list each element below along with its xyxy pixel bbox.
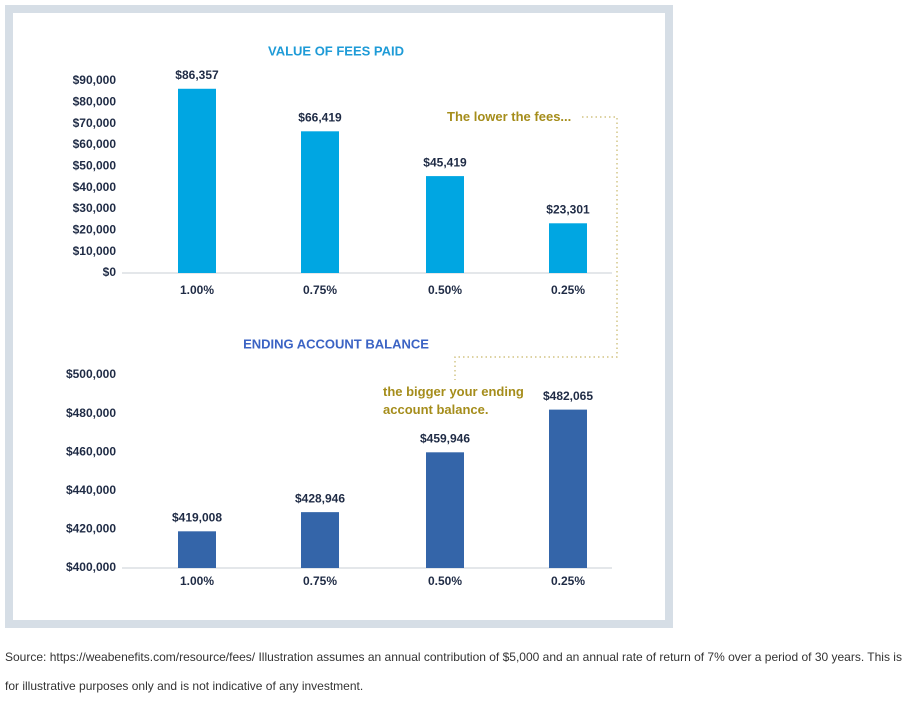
annotation: The lower the fees... [447, 109, 572, 124]
bar [178, 88, 216, 274]
bar [178, 531, 216, 568]
value-label: $482,065 [543, 389, 593, 403]
y-tick-label: $50,000 [73, 159, 117, 173]
value-label: $428,946 [295, 491, 345, 505]
x-tick-label: 1.00% [180, 574, 214, 588]
connector [454, 116, 618, 380]
bar [301, 512, 339, 568]
value-label: $66,419 [298, 110, 342, 124]
bar [301, 131, 339, 273]
y-tick-label: $80,000 [73, 95, 117, 109]
y-tick-label: $400,000 [66, 560, 116, 574]
y-tick-label: $440,000 [66, 483, 116, 497]
bar [426, 452, 464, 568]
value-label: $419,008 [172, 510, 222, 524]
y-tick-label: $40,000 [73, 180, 117, 194]
y-tick-label: $70,000 [73, 116, 117, 130]
chart-title: VALUE OF FEES PAID [268, 43, 404, 58]
x-tick-label: 1.00% [180, 283, 214, 297]
y-tick-label: $480,000 [66, 406, 116, 420]
value-label: $23,301 [546, 202, 590, 216]
y-tick-label: $30,000 [73, 201, 117, 215]
bar [549, 409, 587, 568]
y-tick-label: $500,000 [66, 367, 116, 381]
x-tick-label: 0.75% [303, 283, 337, 297]
chart-title: ENDING ACCOUNT BALANCE [243, 336, 429, 351]
chart: VALUE OF FEES PAID $0 $10,000 $20,000 $30,00… [66, 43, 618, 588]
value-label: $86,357 [175, 68, 219, 82]
x-tick-label: 0.25% [551, 574, 585, 588]
x-tick-label: 0.25% [551, 283, 585, 297]
bar [426, 176, 464, 273]
x-tick-label: 0.50% [428, 574, 462, 588]
y-tick-label: $20,000 [73, 223, 117, 237]
value-label: $459,946 [420, 431, 470, 445]
annotation: the bigger your ending account balance. [383, 384, 524, 417]
y-tick-label: $460,000 [66, 444, 116, 458]
y-tick-label: $420,000 [66, 522, 116, 536]
bar [549, 223, 587, 273]
value-label: $45,419 [423, 155, 467, 169]
y-tick-label: $60,000 [73, 137, 117, 151]
source-note: Source: https://weabenefits.com/resource… [5, 650, 902, 693]
x-tick-label: 0.50% [428, 283, 462, 297]
y-tick-label: $0 [103, 265, 117, 279]
x-tick-label: 0.75% [303, 574, 337, 588]
y-tick-label: $10,000 [73, 244, 117, 258]
y-tick-label: $90,000 [73, 73, 117, 87]
